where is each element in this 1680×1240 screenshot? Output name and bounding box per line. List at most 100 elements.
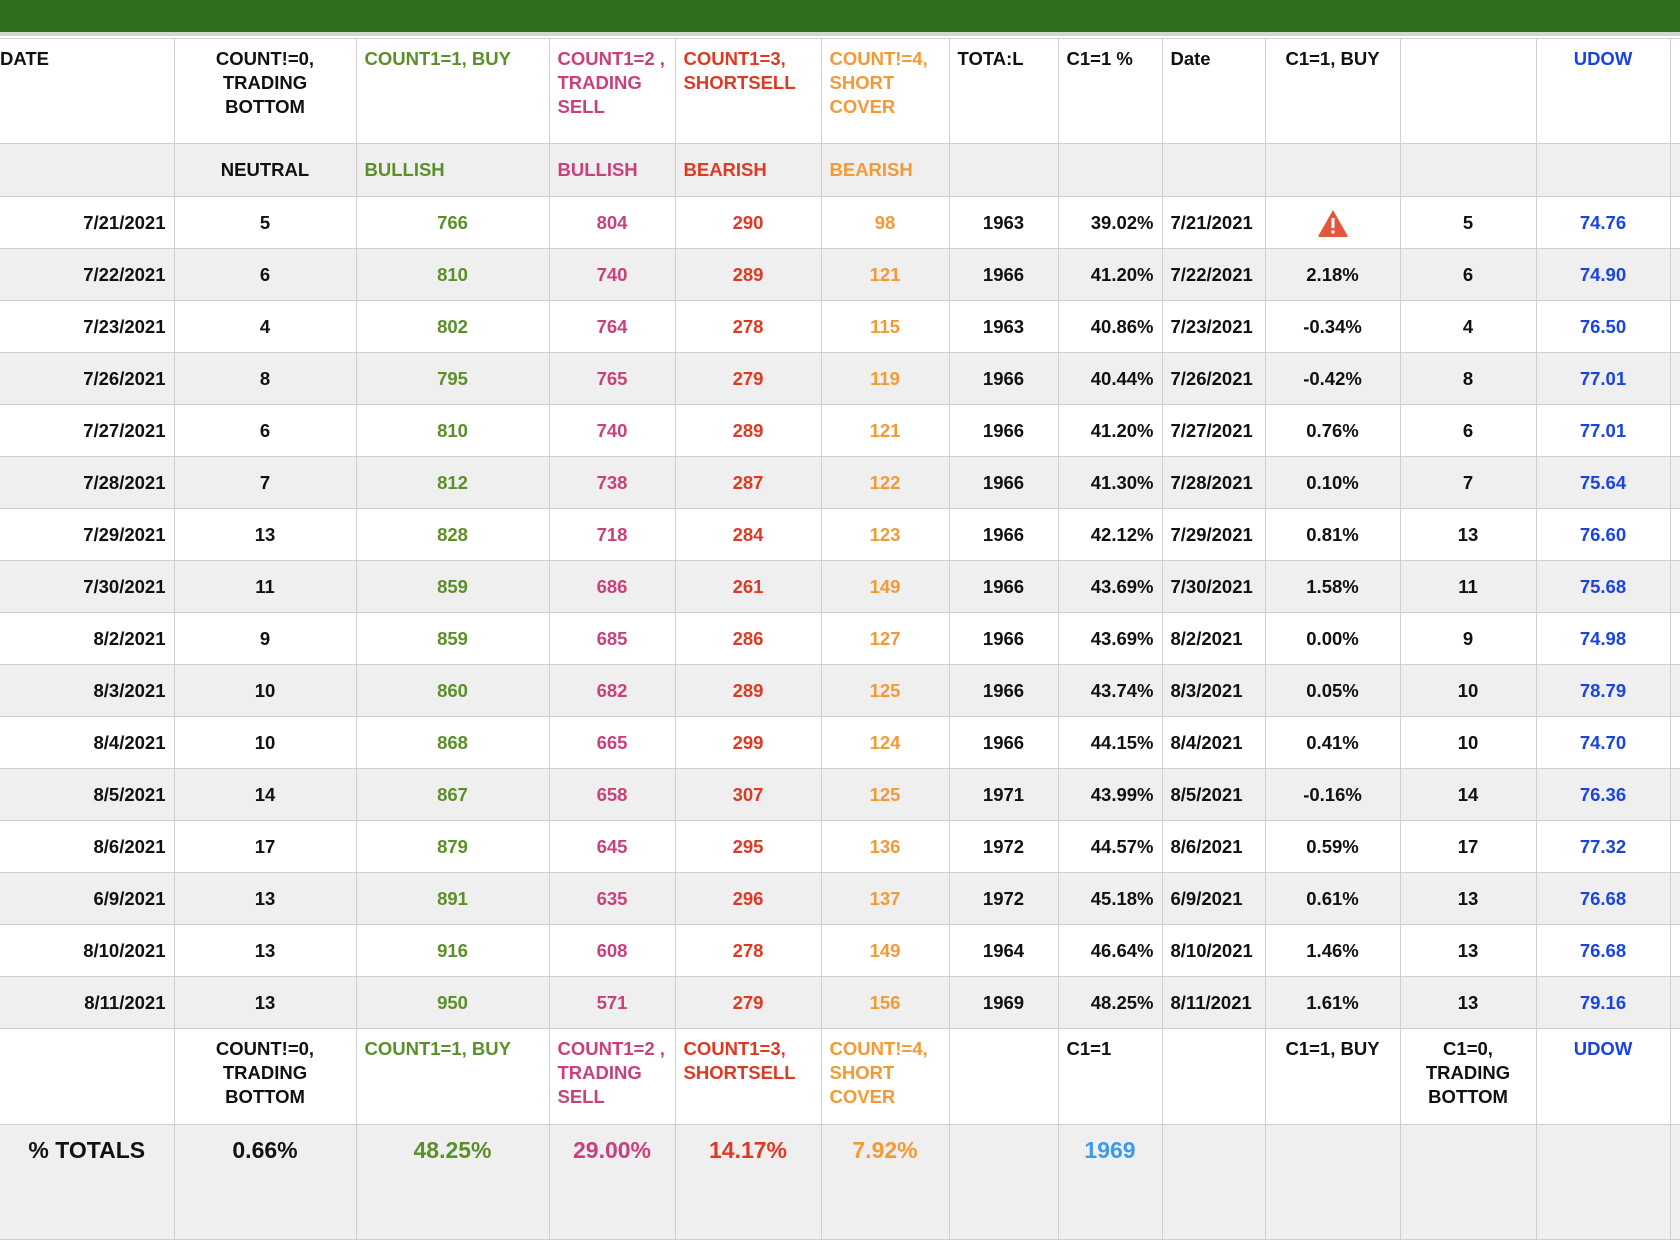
row-udow[interactable]: 76.36 [1535, 768, 1671, 821]
row-c1-buy[interactable]: 0.41% [1264, 716, 1401, 769]
row-count[interactable]: 9 [1399, 612, 1537, 665]
header-blank[interactable] [1399, 38, 1537, 144]
row-total[interactable]: 1963 [948, 300, 1059, 353]
header-count0[interactable]: COUNT!=0, TRADING BOTTOM [173, 38, 357, 144]
row-total[interactable]: 1966 [948, 716, 1059, 769]
row-count1[interactable]: 916 [355, 924, 550, 977]
row-date2[interactable]: 7/29/2021 [1161, 508, 1266, 561]
row-count4[interactable]: 137 [820, 872, 950, 925]
totals-count3[interactable]: 14.17% [674, 1124, 822, 1240]
row-udow[interactable]: 76.68 [1535, 872, 1671, 925]
row-count[interactable]: 11 [1399, 560, 1537, 613]
row-date[interactable]: 8/2/2021 [0, 612, 175, 665]
row-date2[interactable]: 7/27/2021 [1161, 404, 1266, 457]
row-c1-pct[interactable]: 39.02% [1057, 196, 1163, 249]
row-c1-pct[interactable]: 45.18% [1057, 872, 1163, 925]
footer-count2[interactable]: COUNT1=2 , TRADING SELL [548, 1028, 676, 1125]
row-edge-cell[interactable] [1669, 820, 1680, 873]
row-date2[interactable]: 8/2/2021 [1161, 612, 1266, 665]
row-date[interactable]: 8/5/2021 [0, 768, 175, 821]
row-count3[interactable]: 289 [674, 664, 822, 717]
row-count4[interactable]: 127 [820, 612, 950, 665]
row-count0[interactable]: 9 [173, 612, 357, 665]
row-total[interactable]: 1969 [948, 976, 1059, 1029]
row-udow[interactable]: 74.70 [1535, 716, 1671, 769]
row-total[interactable]: 1966 [948, 560, 1059, 613]
row-c1-pct[interactable]: 44.57% [1057, 820, 1163, 873]
row-count[interactable]: 10 [1399, 716, 1537, 769]
row-count0[interactable]: 6 [173, 404, 357, 457]
row-date2[interactable]: 7/23/2021 [1161, 300, 1266, 353]
footer-blank-cell[interactable] [0, 1028, 175, 1125]
footer-c0[interactable]: C1=0, TRADING BOTTOM [1399, 1028, 1537, 1125]
row-count3[interactable]: 278 [674, 300, 822, 353]
sentiment-bearish-short[interactable]: BEARISH [674, 143, 822, 197]
row-udow[interactable]: 74.90 [1535, 248, 1671, 301]
row-count[interactable]: 17 [1399, 820, 1537, 873]
row-count3[interactable]: 299 [674, 716, 822, 769]
row-count[interactable]: 14 [1399, 768, 1537, 821]
footer-blank-cell[interactable] [948, 1028, 1059, 1125]
row-count2[interactable]: 738 [548, 456, 676, 509]
row-edge-cell[interactable] [1669, 924, 1680, 977]
sentiment-bullish-buy[interactable]: BULLISH [355, 143, 550, 197]
row-count1[interactable]: 812 [355, 456, 550, 509]
row-date[interactable]: 7/21/2021 [0, 196, 175, 249]
row-count1[interactable]: 879 [355, 820, 550, 873]
row-count2[interactable]: 608 [548, 924, 676, 977]
row-count3[interactable]: 289 [674, 248, 822, 301]
row-count0[interactable]: 6 [173, 248, 357, 301]
row-count2[interactable]: 682 [548, 664, 676, 717]
footer-c1[interactable]: C1=1 [1057, 1028, 1163, 1125]
footer-count4[interactable]: COUNT!=4, SHORT COVER [820, 1028, 950, 1125]
row-count0[interactable]: 13 [173, 976, 357, 1029]
row-count2[interactable]: 635 [548, 872, 676, 925]
row-count[interactable]: 8 [1399, 352, 1537, 405]
header-edge-cell[interactable] [1669, 38, 1680, 144]
row-count0[interactable]: 8 [173, 352, 357, 405]
totals-blank-cell[interactable] [1264, 1124, 1401, 1240]
header-date2[interactable]: Date [1161, 38, 1266, 144]
totals-blank-cell[interactable] [948, 1124, 1059, 1240]
row-edge-cell[interactable] [1669, 300, 1680, 353]
totals-blank-cell[interactable] [1399, 1124, 1537, 1240]
sentiment-cell[interactable] [1161, 143, 1266, 197]
row-total[interactable]: 1966 [948, 352, 1059, 405]
row-c1-pct[interactable]: 41.20% [1057, 404, 1163, 457]
row-count1[interactable]: 868 [355, 716, 550, 769]
row-date2[interactable]: 8/6/2021 [1161, 820, 1266, 873]
row-edge-cell[interactable] [1669, 716, 1680, 769]
row-total[interactable]: 1972 [948, 820, 1059, 873]
totals-count4[interactable]: 7.92% [820, 1124, 950, 1240]
row-date[interactable]: 8/6/2021 [0, 820, 175, 873]
row-date2[interactable]: 8/5/2021 [1161, 768, 1266, 821]
row-count4[interactable]: 121 [820, 404, 950, 457]
sentiment-blank-cell[interactable] [0, 143, 175, 197]
row-total[interactable]: 1966 [948, 456, 1059, 509]
row-date2[interactable]: 7/21/2021 [1161, 196, 1266, 249]
row-date[interactable]: 7/26/2021 [0, 352, 175, 405]
row-udow[interactable]: 79.16 [1535, 976, 1671, 1029]
row-count1[interactable]: 810 [355, 248, 550, 301]
header-count1[interactable]: COUNT1=1, BUY [355, 38, 550, 144]
row-count4[interactable]: 124 [820, 716, 950, 769]
row-edge-cell[interactable] [1669, 248, 1680, 301]
totals-count1[interactable]: 48.25% [355, 1124, 550, 1240]
row-edge-cell[interactable] [1669, 872, 1680, 925]
row-edge-cell[interactable] [1669, 508, 1680, 561]
row-count1[interactable]: 867 [355, 768, 550, 821]
row-c1-buy[interactable]: 0.10% [1264, 456, 1401, 509]
row-count3[interactable]: 261 [674, 560, 822, 613]
row-udow[interactable]: 75.64 [1535, 456, 1671, 509]
row-count1[interactable]: 795 [355, 352, 550, 405]
row-count3[interactable]: 284 [674, 508, 822, 561]
row-count0[interactable]: 4 [173, 300, 357, 353]
row-count3[interactable]: 286 [674, 612, 822, 665]
row-count2[interactable]: 740 [548, 248, 676, 301]
row-date[interactable]: 6/9/2021 [0, 872, 175, 925]
totals-edge-cell[interactable] [1669, 1124, 1680, 1240]
header-count4[interactable]: COUNT!=4, SHORT COVER [820, 38, 950, 144]
row-count0[interactable]: 14 [173, 768, 357, 821]
row-count[interactable]: 4 [1399, 300, 1537, 353]
row-c1-pct[interactable]: 41.20% [1057, 248, 1163, 301]
